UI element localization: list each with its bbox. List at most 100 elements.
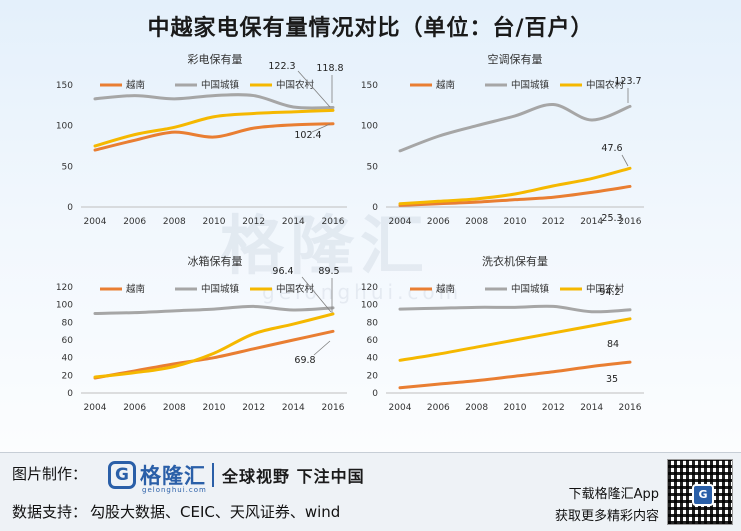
y-tick-label: 150 (56, 81, 73, 91)
legend-label: 中国农村 (276, 79, 315, 91)
legend-label: 越南 (126, 79, 145, 91)
y-tick-label: 100 (361, 122, 378, 132)
x-tick-label: 2012 (242, 217, 265, 227)
charts-area: 彩电保有量 0 50 100 150 2004 2006 2008 2010 2012 2014 20… (56, 52, 644, 413)
x-tick-label: 2014 (580, 403, 603, 413)
series-line-中国农村 (93, 108, 335, 148)
x-tick-label: 2016 (322, 217, 345, 227)
x-tick-label: 2004 (389, 403, 412, 413)
x-tick-label: 2006 (427, 403, 450, 413)
y-tick-label: 120 (56, 283, 73, 293)
y-tick-label: 20 (62, 371, 74, 381)
x-tick-label: 2010 (203, 217, 226, 227)
made-by-label: 图片制作： (12, 465, 88, 483)
y-tick-label: 0 (372, 389, 378, 399)
data-label: 84 (607, 339, 619, 350)
legend-label: 中国城镇 (201, 79, 240, 91)
series-line-越南 (93, 122, 335, 152)
legend-label: 越南 (436, 283, 455, 295)
legend-label: 中国农村 (586, 79, 625, 91)
page-title: 中越家电保有量情况对比（单位：台/百户） (147, 16, 594, 41)
x-tick-label: 2008 (163, 217, 186, 227)
qr-code-icon[interactable]: G (667, 459, 733, 525)
x-tick-label: 2006 (123, 403, 146, 413)
x-tick-label: 2010 (504, 217, 527, 227)
y-tick-label: 100 (56, 301, 73, 311)
series-line-越南 (93, 329, 335, 380)
x-tick-label: 2014 (580, 217, 603, 227)
legend-label: 越南 (126, 283, 145, 295)
data-label: 118.8 (316, 63, 343, 74)
data-label: 25.3 (601, 213, 622, 224)
chart-panel-1: 彩电保有量 0 50 100 150 2004 2006 2008 2010 2012 2014 20… (56, 52, 347, 227)
data-label: 122.3 (268, 61, 295, 72)
panel-title: 彩电保有量 (188, 52, 243, 66)
slogan: 全球视野 下注中国 (222, 467, 365, 486)
y-tick-label: 20 (367, 371, 379, 381)
data-label: 94.2 (599, 287, 620, 298)
x-tick-label: 2014 (282, 217, 305, 227)
series-line-中国农村 (398, 166, 632, 206)
data-label: 96.4 (272, 266, 293, 277)
x-tick-label: 2014 (282, 403, 305, 413)
series-line-越南 (398, 184, 632, 207)
y-tick-label: 0 (67, 203, 73, 213)
panel-title: 空调保有量 (488, 52, 543, 66)
app-more-text: 获取更多精彩内容 (554, 509, 659, 524)
slogan-divider (212, 463, 214, 487)
x-tick-label: 2008 (465, 217, 488, 227)
logo-name: 格隆汇 (140, 464, 206, 488)
x-tick-label: 2012 (542, 403, 565, 413)
y-tick-label: 0 (372, 203, 378, 213)
series-line-中国城镇 (398, 304, 632, 314)
leader-line (313, 340, 331, 356)
y-tick-label: 80 (62, 318, 74, 328)
y-tick-label: 60 (367, 336, 379, 346)
leader-line (297, 70, 331, 108)
data-label: 123.7 (614, 76, 641, 87)
leader-line (301, 276, 332, 313)
series-line-中国城镇 (398, 103, 632, 153)
gelonghui-logo-icon: G (108, 461, 136, 489)
series-line-中国城镇 (93, 304, 335, 315)
app-download-text: 下载格隆汇App (568, 487, 659, 502)
y-tick-label: 40 (367, 354, 379, 364)
y-tick-label: 120 (361, 283, 378, 293)
y-tick-label: 100 (56, 122, 73, 132)
x-tick-label: 2010 (504, 403, 527, 413)
source-label: 数据支持： (12, 503, 88, 521)
x-tick-label: 2016 (322, 403, 345, 413)
legend-label: 中国城镇 (201, 283, 240, 295)
chart-panel-4: 洗衣机保有量 0 20 40 60 80 100 120 2004 2006 2008 2010 201… (361, 254, 644, 413)
data-label: 35 (606, 374, 618, 385)
data-label: 102.4 (294, 130, 321, 141)
source-text: 勾股大数据、CEIC、天风证券、wind (90, 503, 341, 521)
y-tick-label: 40 (62, 354, 74, 364)
data-label: 89.5 (318, 266, 339, 277)
legend-label: 越南 (436, 79, 455, 91)
y-tick-label: 100 (361, 301, 378, 311)
leader-line (311, 123, 331, 133)
x-tick-label: 2006 (123, 217, 146, 227)
y-tick-label: 50 (367, 162, 379, 172)
x-tick-label: 2010 (203, 403, 226, 413)
series-line-中国农村 (398, 317, 632, 362)
x-tick-label: 2004 (389, 217, 412, 227)
x-tick-label: 2004 (84, 403, 107, 413)
data-label: 69.8 (294, 355, 315, 366)
x-tick-label: 2008 (163, 403, 186, 413)
panel-title: 洗衣机保有量 (482, 254, 548, 268)
legend-label: 中国城镇 (511, 283, 550, 295)
x-tick-label: 2006 (427, 217, 450, 227)
series-line-中国农村 (93, 312, 335, 379)
y-tick-label: 0 (67, 389, 73, 399)
y-tick-label: 80 (367, 318, 379, 328)
x-tick-label: 2008 (465, 403, 488, 413)
legend-label: 中国城镇 (511, 79, 550, 91)
x-tick-label: 2012 (242, 403, 265, 413)
x-tick-label: 2004 (84, 217, 107, 227)
panel-title: 冰箱保有量 (188, 254, 243, 268)
qr-logo-icon: G (692, 484, 714, 506)
footer: 图片制作： G 格隆汇 gelonghui.com 全球视野 下注中国 数据支持… (0, 452, 741, 531)
chart-panel-2: 空调保有量 0 50 100 150 2004 2006 2008 2010 2012 2014 20… (361, 52, 644, 227)
